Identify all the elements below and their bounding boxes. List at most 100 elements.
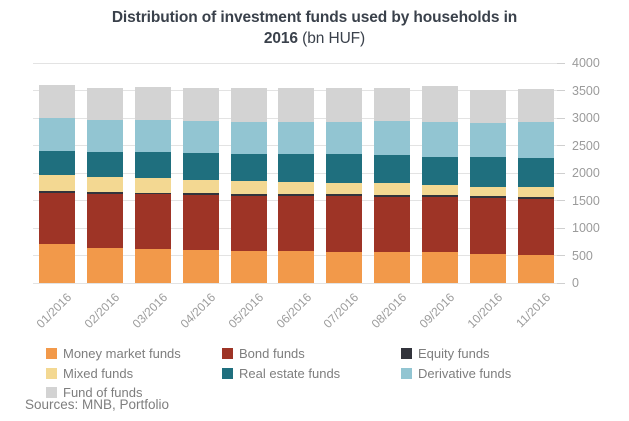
y-tickmark-2000 [557, 172, 565, 174]
bar-segment [278, 195, 315, 251]
stacked-bar-08/2016 [374, 87, 411, 283]
legend-swatch-icon [222, 367, 233, 379]
bar-segment [374, 183, 411, 196]
bar-segment [518, 197, 555, 199]
legend-swatch-icon [46, 348, 57, 360]
bar-segment [182, 120, 219, 154]
stacked-bar-07/2016 [326, 87, 363, 283]
bar-segment [326, 154, 363, 183]
bar-segment [134, 192, 171, 195]
bar-segment [518, 198, 555, 255]
bar-segment [86, 192, 123, 194]
bar-segment [86, 152, 123, 177]
legend-label: Real estate funds [239, 365, 341, 381]
bar-segment [38, 191, 75, 193]
bar-column-10/2016 [464, 63, 512, 283]
bar-segment [182, 179, 219, 194]
bar-segment [134, 152, 171, 178]
chart-title-line2: 2016 (bn HUF) [0, 28, 629, 49]
bar-segment [374, 195, 411, 197]
legend-item-bond-funds: Bond funds [222, 346, 401, 361]
legend-item-equity-funds: Equity funds [401, 346, 511, 361]
legend-label: Fund of funds [63, 385, 143, 401]
legend-label: Bond funds [239, 346, 305, 362]
y-tickmark-4000 [557, 62, 565, 64]
stacked-bar-06/2016 [278, 87, 315, 283]
bar-segment [326, 196, 363, 252]
stacked-bar-02/2016 [86, 87, 123, 283]
bar-segment [518, 254, 555, 283]
sources-note: Sources: MNB, Portfolio [25, 397, 170, 412]
y-tickmark-1000 [557, 227, 565, 229]
legend-item-real-estate-funds: Real estate funds [222, 366, 401, 381]
y-tick-label-3500: 3500 [572, 83, 600, 98]
bar-segment [470, 253, 507, 283]
legend-item-money-market-funds: Money market funds [46, 346, 222, 361]
bar-segment [278, 121, 315, 155]
bar-segment [182, 193, 219, 195]
bar-segment [86, 87, 123, 120]
bar-segment [326, 121, 363, 155]
bar-segment [182, 250, 219, 283]
bar-segment [230, 121, 267, 154]
y-tickmark-500 [557, 255, 565, 256]
y-tick-label-1000: 1000 [572, 221, 600, 235]
bar-segment [422, 86, 459, 122]
y-tick-label-2000: 2000 [572, 166, 600, 180]
legend-label: Equity funds [418, 346, 490, 362]
bar-segment [230, 193, 267, 196]
bar-segment [326, 182, 363, 195]
legend: Money market funds Bond funds Equity funds… [46, 344, 511, 403]
bar-segment [38, 243, 75, 283]
chart-title: Distribution of investment funds used by… [0, 7, 629, 49]
legend-item-fund-of-funds: Fund of funds [46, 385, 222, 400]
plot-area [33, 62, 565, 284]
bar-segment [374, 121, 411, 155]
bar-segment [518, 187, 555, 198]
bar-segment [470, 186, 507, 197]
bar-series [33, 63, 560, 283]
bar-segment [230, 181, 267, 194]
y-tick-label-3000: 3000 [572, 111, 600, 125]
bar-column-09/2016 [416, 63, 464, 283]
bar-segment [278, 250, 315, 283]
bar-segment [182, 87, 219, 121]
legend-swatch-icon [222, 348, 233, 360]
bar-segment [230, 153, 267, 181]
bar-segment [422, 156, 459, 185]
bar-segment [326, 251, 363, 283]
bar-segment [182, 153, 219, 180]
y-tickmark-0 [557, 282, 565, 284]
legend-item-derivative-funds: Derivative funds [401, 366, 511, 381]
bar-segment [134, 194, 171, 250]
legend-swatch-icon [46, 367, 57, 379]
stacked-bar-11/2016 [518, 88, 555, 283]
bar-segment [134, 120, 171, 153]
y-tick-label-2500: 2500 [572, 138, 600, 153]
bar-column-03/2016 [129, 63, 177, 283]
stacked-bar-01/2016 [38, 85, 75, 283]
y-tick-label-500: 500 [572, 248, 593, 263]
y-tick-label-0: 0 [572, 276, 579, 290]
bar-column-07/2016 [320, 63, 368, 283]
bar-segment [470, 156, 507, 187]
legend-label: Derivative funds [418, 365, 512, 381]
gridline-0 [33, 282, 560, 284]
chart-title-line1: Distribution of investment funds used by… [111, 9, 518, 26]
bar-segment [470, 122, 507, 157]
stacked-bar-05/2016 [230, 87, 267, 283]
bar-column-06/2016 [273, 63, 321, 283]
bar-segment [278, 87, 315, 122]
chart-title-unit: (bn HUF) [297, 30, 366, 47]
bar-segment [422, 121, 459, 157]
y-tickmark-2500 [557, 145, 565, 146]
legend-label: Mixed funds [63, 365, 134, 381]
bar-segment [230, 87, 267, 122]
chart-title-year: 2016 [263, 30, 298, 47]
bar-segment [374, 252, 411, 283]
bar-segment [134, 249, 171, 283]
stacked-bar-04/2016 [182, 87, 219, 283]
bar-segment [230, 195, 267, 251]
gridline-4000 [33, 62, 560, 64]
